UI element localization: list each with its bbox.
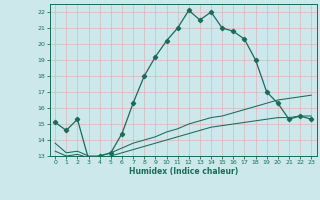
X-axis label: Humidex (Indice chaleur): Humidex (Indice chaleur)	[129, 167, 238, 176]
